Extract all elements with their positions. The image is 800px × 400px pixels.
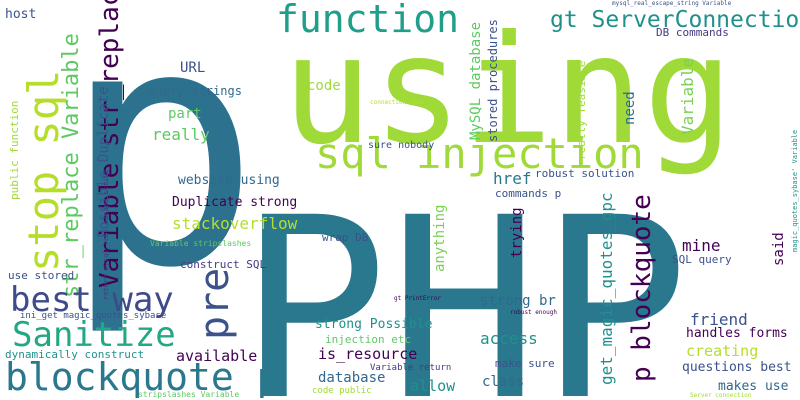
word: said: [771, 232, 787, 266]
word: make sure: [495, 357, 555, 370]
word: injection etc: [325, 333, 411, 346]
word: gt ServerConnection: [550, 7, 800, 33]
word: friend: [690, 310, 748, 329]
word: URL: [180, 60, 205, 76]
word: connection code: [370, 99, 425, 106]
word: Variable stripslashes: [150, 239, 251, 248]
word: Duplicate strong: [172, 195, 297, 210]
word: Variable str_replace: [95, 0, 125, 288]
word: makes use: [718, 379, 789, 394]
word: handles forms: [686, 326, 788, 341]
word: creating: [686, 342, 758, 360]
word: sql injection: [315, 129, 644, 178]
word: construct SQL: [180, 258, 266, 271]
word: website using: [178, 173, 280, 188]
word: str_replace Variable: [59, 33, 84, 298]
word: strong Possible: [315, 317, 433, 332]
word: stop sql: [19, 70, 68, 272]
word: dynamically construct: [5, 348, 144, 361]
word: is_resource: [318, 345, 417, 363]
word: PHP: [238, 164, 690, 400]
word: SQL query: [672, 253, 732, 266]
word: using: [282, 4, 734, 178]
word: questions best: [682, 360, 792, 375]
word: Variable: [678, 58, 697, 135]
word: part: [168, 106, 202, 122]
word: p: [62, 0, 261, 340]
word: available: [176, 347, 257, 365]
word: Sanitize: [12, 315, 176, 355]
word: stackoverflow: [172, 214, 298, 233]
word: Variable return: [370, 363, 451, 373]
word: class: [482, 374, 524, 390]
word: strong br: [480, 293, 556, 309]
word: mine: [682, 236, 721, 255]
word: p blockquote: [627, 194, 657, 382]
word: get_magic_quotes_gpc: [597, 192, 616, 385]
word: Server connection: [690, 392, 752, 399]
word: sure nobody: [368, 140, 434, 151]
word: stripslashes Variable: [138, 390, 239, 399]
word: mysql_real_escape_string Variable: [612, 0, 732, 7]
word: DB commands: [656, 26, 729, 39]
word: robust enough: [510, 309, 557, 316]
word: really feasible: [575, 61, 588, 160]
word: MySQL database: [468, 22, 484, 140]
word: ini_get magic_quotes_sybase: [20, 311, 166, 321]
word: database: [318, 370, 385, 386]
word: href: [493, 169, 532, 188]
word: need: [622, 91, 638, 125]
word: host: [5, 7, 36, 22]
word: stored procedures: [486, 19, 500, 142]
word: return mysql_real_escape_string: [102, 169, 110, 300]
word: use stored: [8, 269, 74, 282]
word: best way: [10, 280, 174, 320]
word: public function: [8, 101, 21, 200]
word: wrap DB: [322, 231, 369, 244]
word: Possible Duplicate: [96, 86, 112, 238]
word: query strings: [148, 84, 242, 98]
word: code: [307, 78, 341, 94]
word: commands p: [495, 187, 561, 200]
word: really: [152, 125, 210, 144]
word: blockquote p: [5, 355, 280, 399]
word: pre: [192, 268, 238, 340]
word: trying: [509, 207, 525, 258]
word: access: [480, 329, 538, 348]
word: gt PrintError: [394, 295, 441, 302]
word: code public: [312, 386, 372, 396]
word: robust solution: [535, 167, 634, 180]
word: function: [276, 0, 459, 41]
word: allow: [410, 377, 456, 395]
word: anything: [432, 205, 448, 272]
word: magic_quotes_sybase' Variable: [791, 130, 799, 252]
